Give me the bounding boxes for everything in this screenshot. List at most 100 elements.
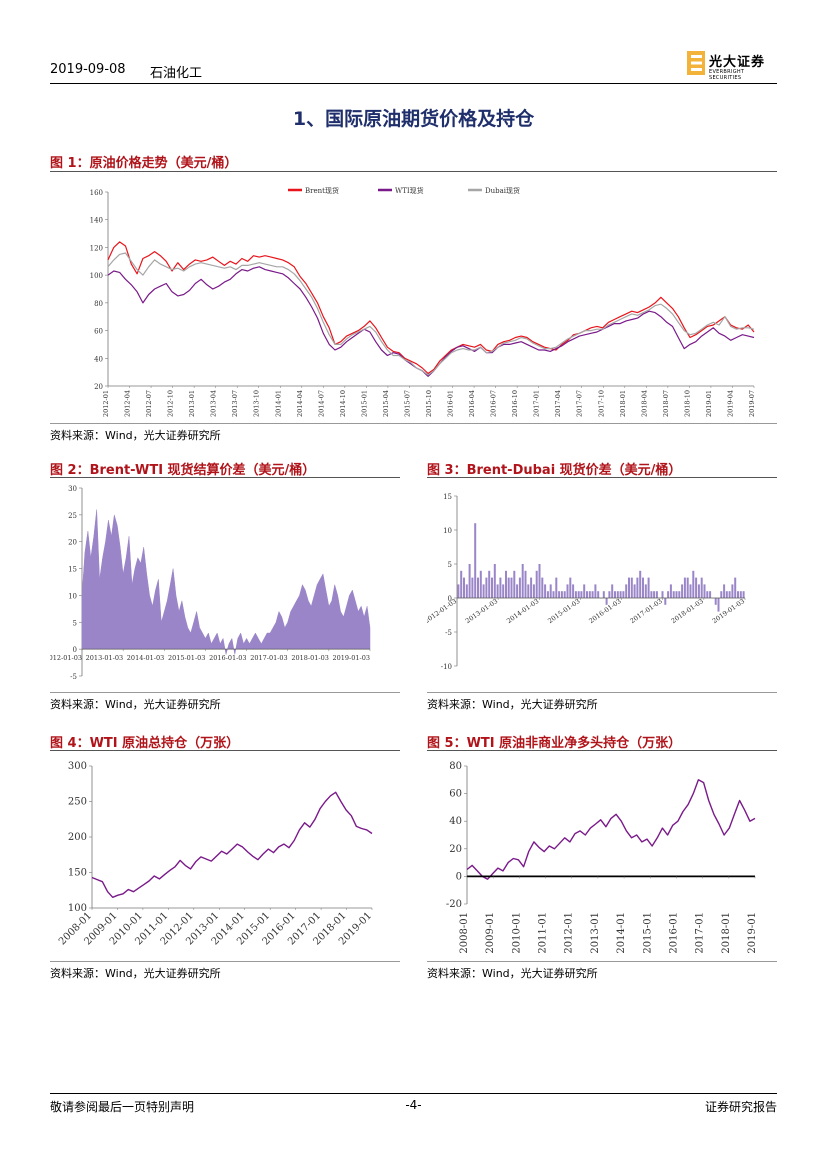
bar bbox=[723, 584, 726, 598]
y-tick-label: 0 bbox=[456, 871, 462, 882]
bar bbox=[465, 584, 468, 598]
bar bbox=[717, 598, 720, 612]
y-tick-label: 100 bbox=[68, 903, 87, 914]
y-tick-label: 25 bbox=[68, 512, 77, 520]
bar bbox=[697, 584, 700, 598]
bar bbox=[608, 591, 611, 598]
y-tick-label: 15 bbox=[68, 566, 77, 574]
fig3-title-rule bbox=[427, 477, 777, 478]
x-tick-label: 2018-01-03 bbox=[291, 654, 328, 662]
logo-name-cn: 光大证券 bbox=[709, 55, 766, 70]
bar bbox=[709, 591, 712, 598]
y-tick-label: 120 bbox=[90, 244, 103, 252]
fig3-source: 资料来源：Wind，光大证券研究所 bbox=[427, 698, 598, 711]
bar bbox=[546, 591, 549, 598]
x-tick-label: 2014-01 bbox=[274, 390, 282, 417]
bar bbox=[630, 577, 633, 598]
series-line-0 bbox=[466, 779, 756, 880]
x-tick-label: 2013-01 bbox=[188, 390, 196, 417]
x-tick-label: 2013-01-03 bbox=[86, 654, 123, 662]
bar bbox=[664, 598, 667, 605]
company-logo: 光大证券 EVERBRIGHT SECURITIES bbox=[686, 50, 778, 81]
bar bbox=[505, 570, 507, 598]
y-tick-label: 30 bbox=[68, 485, 77, 493]
y-tick-label: 5 bbox=[73, 619, 77, 627]
legend-label: WTI现货 bbox=[395, 186, 424, 195]
bar bbox=[479, 570, 482, 598]
y-tick-label: 300 bbox=[68, 761, 87, 772]
x-tick-label: 2012-04 bbox=[124, 390, 132, 417]
y-tick-label: 10 bbox=[443, 527, 452, 535]
fig1-title: 图 1：原油价格走势（美元/桶） bbox=[50, 156, 238, 171]
x-tick-label: 2016-10 bbox=[511, 390, 519, 417]
x-tick-label: 2016-01-03 bbox=[209, 654, 246, 662]
bar bbox=[661, 591, 664, 598]
fig5-source-rule bbox=[427, 961, 777, 962]
bar bbox=[580, 591, 583, 598]
x-tick-label: 2015-10 bbox=[425, 390, 433, 417]
y-tick-label: 0 bbox=[448, 595, 452, 603]
y-tick-label: 20 bbox=[94, 383, 103, 391]
x-tick-label: 2014-01-03 bbox=[127, 654, 164, 662]
footer-disclaimer: 敬请参阅最后一页特别声明 bbox=[50, 1100, 195, 1114]
bar bbox=[725, 591, 728, 598]
bar bbox=[605, 598, 608, 605]
bar bbox=[572, 584, 575, 598]
x-tick-label: 2018-01 bbox=[721, 912, 732, 954]
y-tick-label: 60 bbox=[94, 328, 103, 336]
x-tick-label: 2012-01-03 bbox=[427, 597, 458, 625]
x-tick-label: 2012-01 bbox=[102, 390, 110, 417]
fig2-chart: -5 0 5 10 15 20 25 30 2012-01-03 2013-01-03 2014-0… bbox=[50, 485, 371, 681]
y-tick-label: 100 bbox=[90, 272, 103, 280]
y-tick-label: 140 bbox=[90, 217, 103, 225]
bar bbox=[513, 570, 516, 598]
bar bbox=[734, 577, 737, 598]
x-tick-label: 2019-01 bbox=[705, 390, 713, 417]
bar bbox=[667, 591, 670, 598]
x-tick-label: 2014-01-03 bbox=[505, 597, 540, 625]
y-tick-label: 250 bbox=[68, 797, 87, 808]
fig5-source: 资料来源：Wind，光大证券研究所 bbox=[427, 967, 598, 980]
fig4-title: 图 4：WTI 原油总持仓（万张） bbox=[50, 736, 240, 751]
bar bbox=[558, 591, 561, 598]
bar bbox=[510, 577, 513, 598]
x-tick-label: 2017-01 bbox=[533, 390, 541, 417]
x-tick-label: 2012-10 bbox=[167, 390, 175, 417]
bar bbox=[491, 577, 493, 598]
bar bbox=[555, 577, 558, 598]
fig1-chart: 20 40 60 80 100 120 140 160 2012-01 2012-04 2012-0… bbox=[90, 186, 756, 417]
x-tick-label: 2015-01-03 bbox=[168, 654, 205, 662]
bar bbox=[457, 584, 460, 598]
x-tick-label: 2018-10 bbox=[683, 390, 691, 417]
y-tick-label: 160 bbox=[90, 189, 103, 197]
bar bbox=[639, 570, 642, 598]
bar bbox=[602, 591, 605, 598]
x-tick-label: 2015-01 bbox=[642, 912, 653, 954]
fig1-source: 资料来源：Wind，光大证券研究所 bbox=[50, 429, 221, 442]
fig5-title: 图 5：WTI 原油非商业净多头持仓（万张） bbox=[427, 736, 682, 751]
y-tick-label: 150 bbox=[68, 868, 87, 879]
x-tick-label: 2014-10 bbox=[339, 390, 347, 417]
x-tick-label: 2008-01 bbox=[459, 912, 470, 954]
x-tick-label: 2012-07 bbox=[145, 390, 153, 417]
bar bbox=[588, 591, 591, 598]
y-tick-label: 5 bbox=[448, 561, 452, 569]
bar bbox=[683, 577, 686, 598]
bar bbox=[720, 591, 723, 598]
bar bbox=[477, 577, 479, 598]
x-tick-label: 2017-04 bbox=[554, 390, 562, 417]
y-tick-label: 10 bbox=[68, 592, 77, 600]
bar bbox=[692, 570, 695, 598]
y-tick-label: 80 bbox=[94, 300, 103, 308]
bar bbox=[535, 570, 538, 598]
fig2-title: 图 2：Brent-WTI 现货结算价差（美元/桶） bbox=[50, 463, 316, 478]
bar bbox=[516, 584, 519, 598]
bar bbox=[521, 564, 524, 598]
x-tick-label: 2019-01-03 bbox=[333, 654, 370, 662]
x-tick-label: 2013-04 bbox=[210, 390, 218, 417]
fig4-title-rule bbox=[50, 750, 400, 751]
x-tick-label: 2018-07 bbox=[662, 390, 670, 417]
bar bbox=[655, 591, 658, 598]
bar bbox=[460, 570, 463, 598]
x-tick-label: 2017-01-03 bbox=[629, 597, 664, 625]
